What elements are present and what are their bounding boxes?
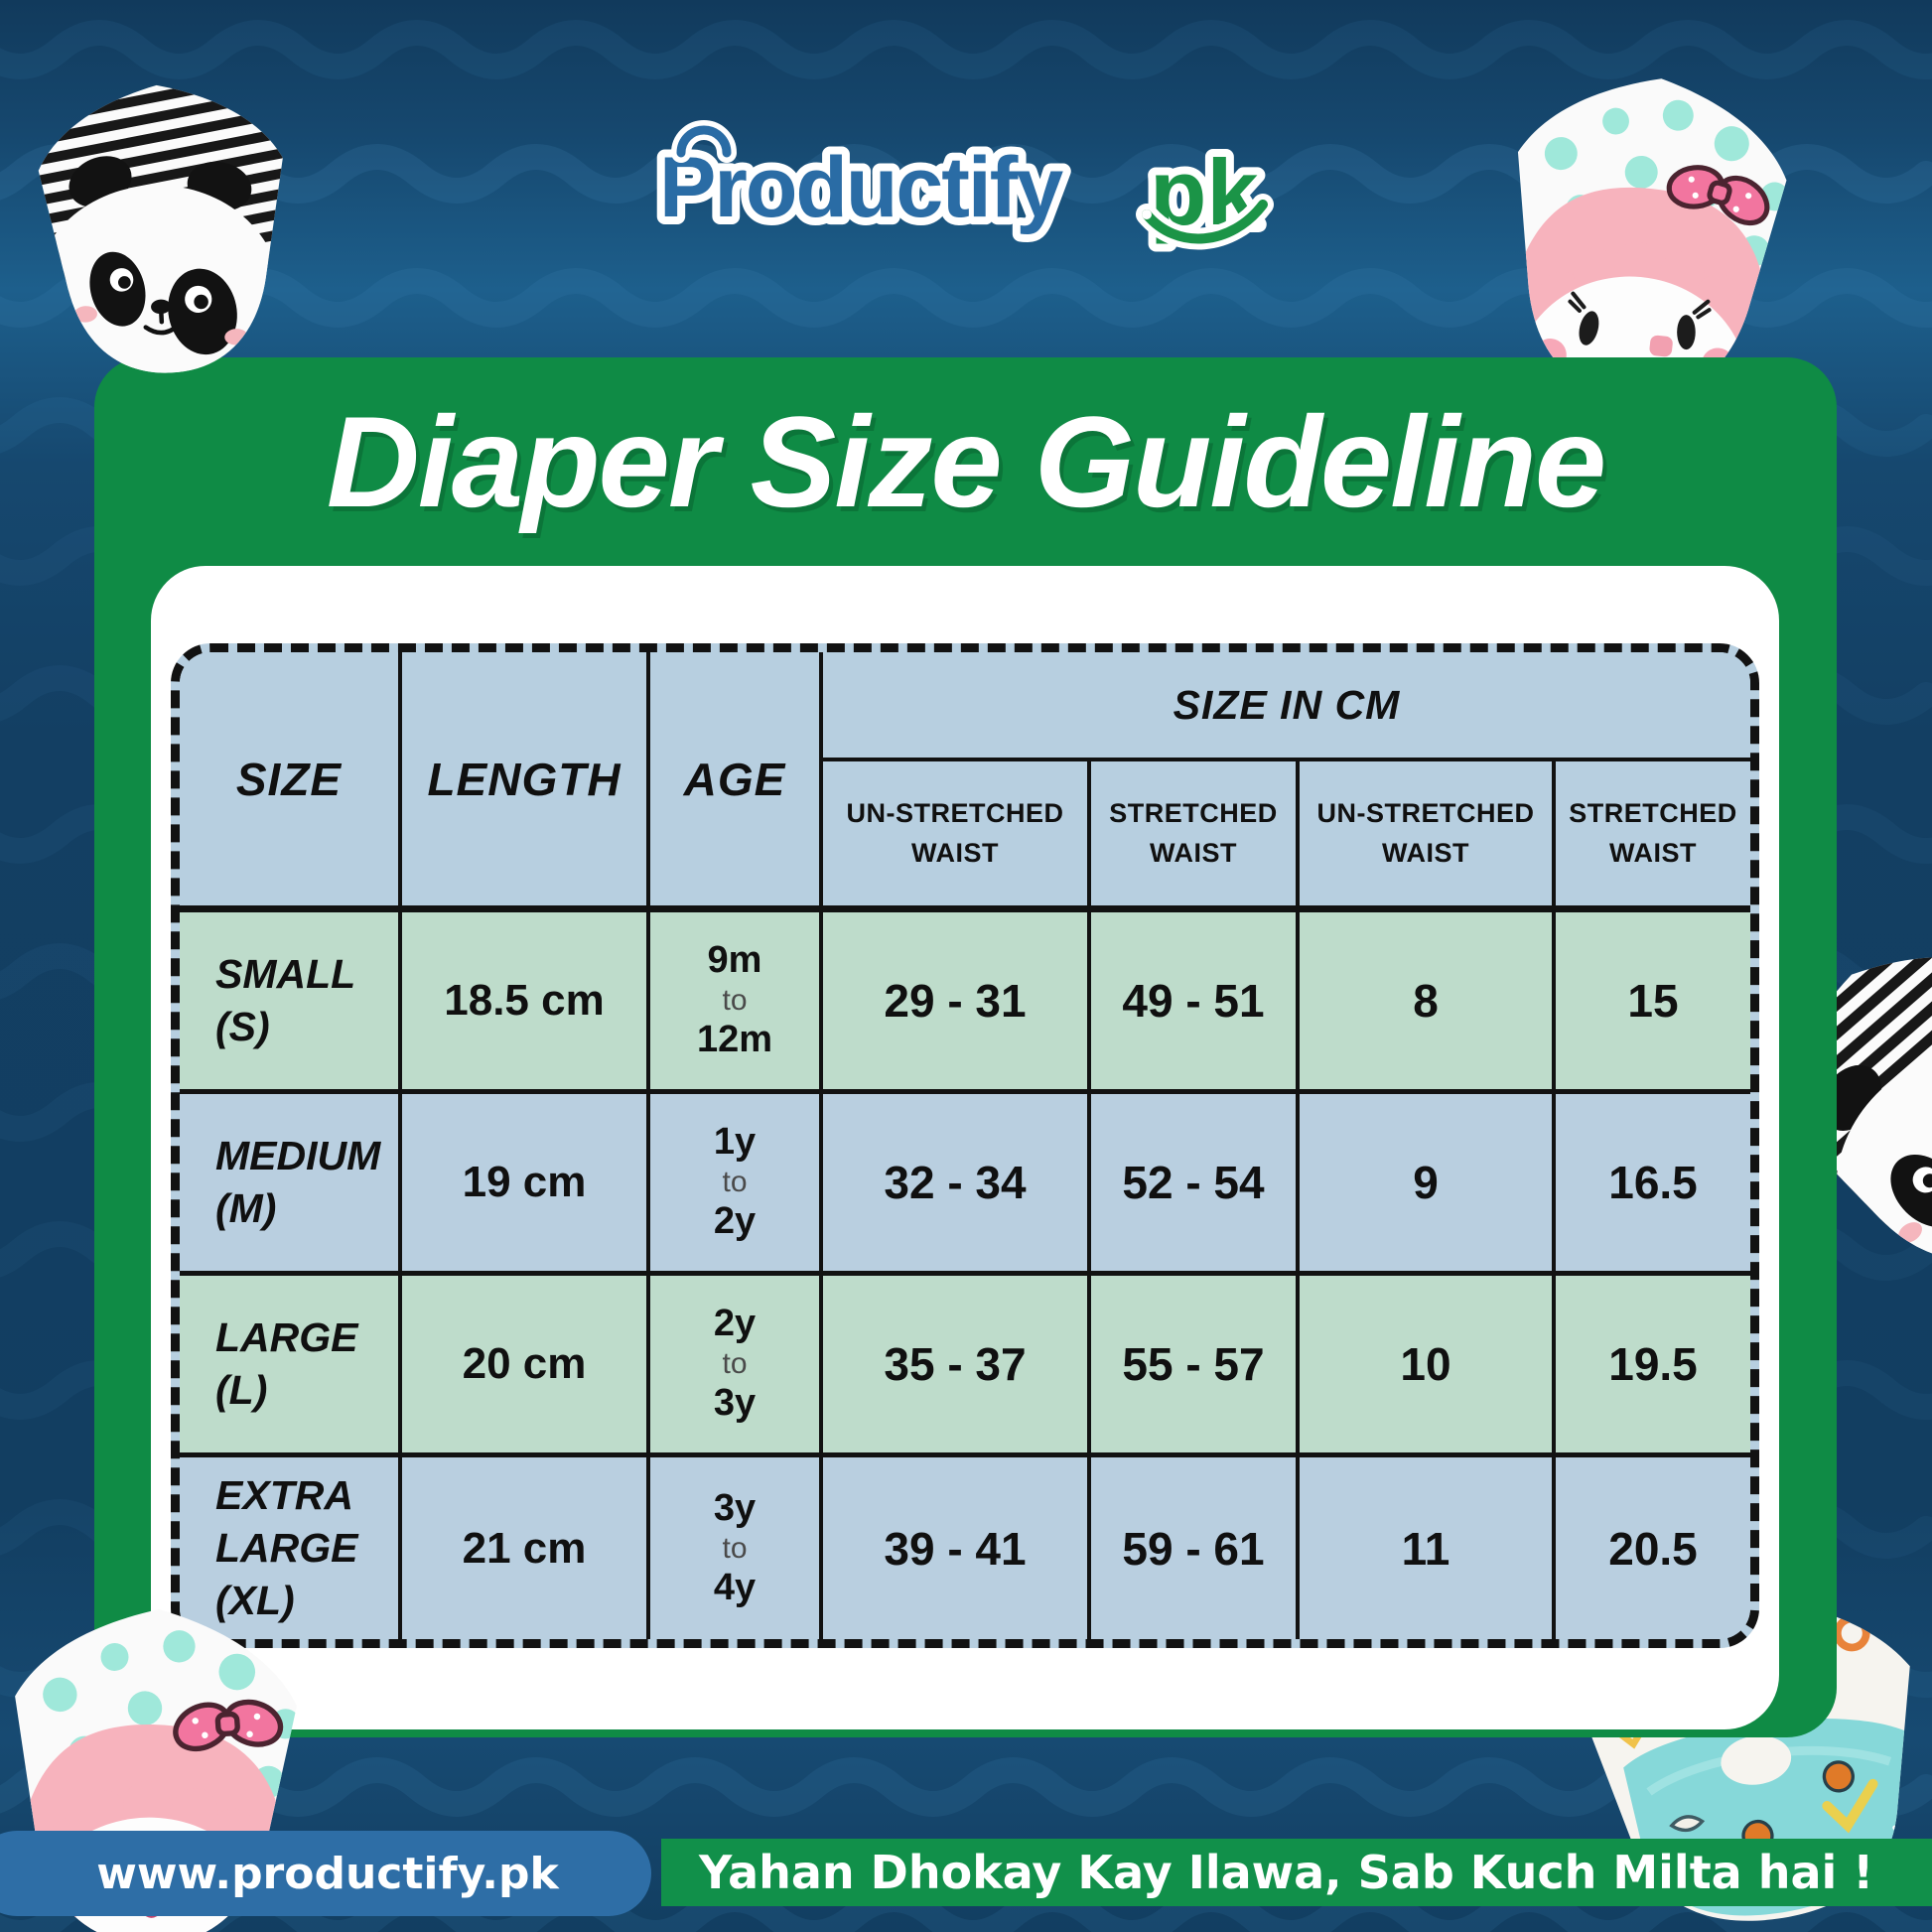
age-to: 12m	[696, 1019, 773, 1060]
table-row-small-age: 9m to 12m	[650, 912, 823, 1094]
column-header-unstretched-waist-2: UN-STRETCHED WAIST	[1300, 761, 1556, 912]
table-cell: 10	[1300, 1276, 1556, 1457]
column-header-length: LENGTH	[402, 652, 650, 912]
age-from: 2y	[713, 1303, 757, 1345]
panda-diaper-illustration-top-left	[34, 78, 294, 379]
productify-logo: Productify pk	[651, 120, 1274, 252]
footer-website-bubble: www.productify.pk	[0, 1831, 651, 1916]
table-row-small-size: SMALL (S)	[180, 912, 402, 1094]
page-title: Diaper Size Guideline	[326, 389, 1606, 534]
table-cell: 39 - 41	[823, 1457, 1091, 1639]
table-cell: 29 - 31	[823, 912, 1091, 1094]
table-row-medium-age: 1y to 2y	[650, 1094, 823, 1276]
table-row-small-length: 18.5 cm	[402, 912, 650, 1094]
age-from: 3y	[713, 1486, 757, 1529]
shopping-bag-handle-icon	[671, 120, 737, 163]
table-cell: 16.5	[1556, 1094, 1750, 1276]
age-word: to	[722, 1531, 748, 1565]
column-header-stretched-waist-2: STRETCHED WAIST	[1556, 761, 1750, 912]
age-from: 9m	[707, 939, 762, 982]
table-cell: 55 - 57	[1091, 1276, 1300, 1457]
column-header-size: SIZE	[180, 652, 402, 912]
table-cell: 20.5	[1556, 1457, 1750, 1639]
table-row-large-age: 2y to 3y	[650, 1276, 823, 1457]
table-cell: 49 - 51	[1091, 912, 1300, 1094]
table-cell: 11	[1300, 1457, 1556, 1639]
table-row-xl-age: 3y to 4y	[650, 1457, 823, 1639]
age-word: to	[722, 984, 748, 1017]
age-to: 3y	[713, 1382, 757, 1424]
table-cell: 32 - 34	[823, 1094, 1091, 1276]
table-row-xl-size: EXTRA LARGE (XL)	[180, 1457, 402, 1639]
footer-tagline: Yahan Dhokay Kay Ilawa, Sab Kuch Milta h…	[699, 1846, 1874, 1899]
table-row-medium-length: 19 cm	[402, 1094, 650, 1276]
table-cell: 8	[1300, 912, 1556, 1094]
table-row-medium-size: MEDIUM (M)	[180, 1094, 402, 1276]
footer-tagline-bar: Yahan Dhokay Kay Ilawa, Sab Kuch Milta h…	[661, 1839, 1932, 1906]
age-word: to	[722, 1166, 748, 1198]
age-to: 2y	[713, 1200, 757, 1242]
column-header-stretched-waist-1: STRETCHED WAIST	[1091, 761, 1300, 912]
table-row-large-length: 20 cm	[402, 1276, 650, 1457]
column-header-size-in-cm: SIZE IN CM	[823, 652, 1750, 761]
age-word: to	[722, 1347, 748, 1380]
smile-swoosh-icon	[1136, 194, 1274, 250]
table-cell: 9	[1300, 1094, 1556, 1276]
age-from: 1y	[713, 1121, 757, 1164]
size-guideline-table: SIZE LENGTH AGE SIZE IN CM UN-STRETCHED …	[171, 643, 1759, 1648]
column-header-age: AGE	[650, 652, 823, 912]
age-to: 4y	[713, 1566, 757, 1608]
table-row-large-size: LARGE (L)	[180, 1276, 402, 1457]
table-row-xl-length: 21 cm	[402, 1457, 650, 1639]
table-cell: 35 - 37	[823, 1276, 1091, 1457]
table-cell: 52 - 54	[1091, 1094, 1300, 1276]
table-cell: 15	[1556, 912, 1750, 1094]
table-cell: 59 - 61	[1091, 1457, 1300, 1639]
column-header-unstretched-waist-1: UN-STRETCHED WAIST	[823, 761, 1091, 912]
table-cell: 19.5	[1556, 1276, 1750, 1457]
footer-website-link[interactable]: www.productify.pk	[96, 1848, 559, 1899]
